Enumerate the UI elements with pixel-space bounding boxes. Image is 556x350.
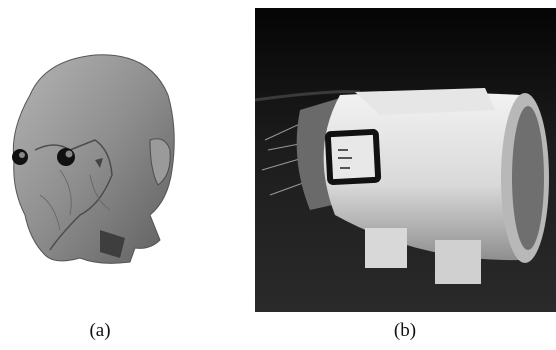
- caption: (a): [89, 320, 110, 341]
- head-mesh-image: [12, 54, 175, 264]
- caption: (b): [394, 320, 416, 341]
- coil-photo: [254, 8, 556, 312]
